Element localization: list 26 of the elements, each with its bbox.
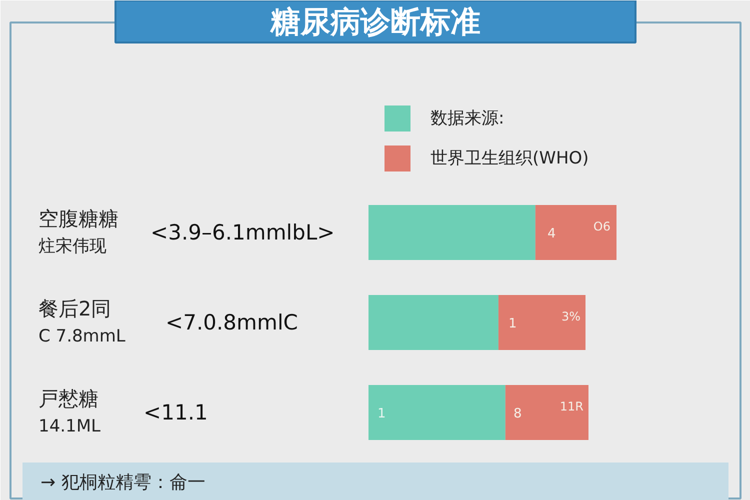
chart-title: 糖尿病诊断标准 (270, 5, 480, 40)
bar (505, 385, 588, 440)
text: → 犯桐粒精雩：侖一 (40, 472, 206, 493)
text: <11.1 (144, 400, 208, 424)
annotation: 4 (548, 226, 556, 242)
legend-label: 数据来源: (430, 108, 504, 128)
legend-label: 世界卫生组织(WHO) (430, 148, 589, 168)
bar (368, 205, 536, 260)
bar (368, 385, 506, 440)
y-tick-label: 餐后2同 (38, 296, 112, 320)
text: <7.0.8mmlC (166, 310, 298, 334)
annotation: O6 (593, 220, 611, 234)
bar (535, 205, 616, 260)
annotation: 11R (560, 400, 584, 414)
text: <3.9–6.1mmlbL> (150, 220, 335, 244)
annotation: 3% (561, 310, 581, 324)
text: C 7.8mmL (38, 326, 126, 346)
annotation: 1 (508, 316, 517, 332)
text: 14.1ML (38, 416, 102, 436)
text: 炷宋伟现 (38, 236, 106, 256)
annotation: 8 (514, 406, 522, 422)
y-tick-label: 戸慭糖 (38, 386, 98, 410)
annotation: 1 (378, 406, 386, 422)
y-tick-label: 空腹糖糖 (38, 206, 118, 230)
bar (498, 295, 586, 350)
bar (368, 295, 498, 350)
